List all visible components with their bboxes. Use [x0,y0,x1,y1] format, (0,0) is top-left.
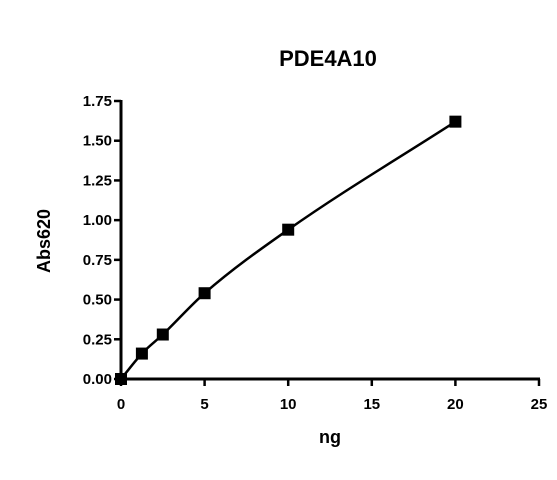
x-tick-label: 20 [447,396,464,413]
x-tick-label: 25 [531,396,548,413]
y-tick-label: 0.75 [83,252,112,269]
axes: 0 5 10 15 20 25 0.00 0.25 0.50 0.75 1.00 1.25 1.50 1.… [83,93,548,413]
chart-title: PDE4A10 [279,46,377,71]
y-axis-label: Abs620 [34,209,54,273]
y-tick-label: 0.00 [83,371,112,388]
x-tick-label: 5 [200,396,208,413]
data-point [135,347,148,360]
y-tick-label: 1.00 [83,212,112,229]
points-layer [115,115,462,385]
x-tick-label: 15 [363,396,380,413]
y-tick-label: 0.25 [83,331,112,348]
data-point [115,373,127,385]
y-tick-label: 0.50 [83,292,112,309]
x-axis-label: ng [319,427,341,447]
x-tick-label: 0 [117,396,125,413]
data-point [282,223,295,236]
y-tick-label: 1.50 [83,133,112,150]
data-point [156,328,169,341]
fit-curve [120,120,457,380]
y-tick-label: 1.75 [83,93,112,110]
data-point [449,115,462,128]
data-point [198,287,211,300]
y-tick-label: 1.25 [83,172,112,189]
x-tick-label: 10 [280,396,297,413]
fit-line-layer [120,120,457,380]
